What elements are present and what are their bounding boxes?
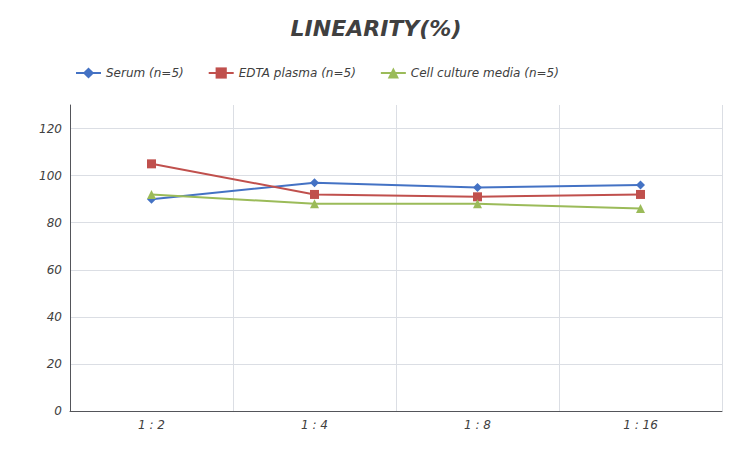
svg-text:120: 120 — [39, 122, 62, 136]
svg-text:1 : 4: 1 : 4 — [301, 418, 328, 432]
svg-text:100: 100 — [39, 169, 62, 183]
svg-text:0: 0 — [54, 404, 62, 418]
svg-text:1 : 2: 1 : 2 — [138, 418, 165, 432]
svg-text:EDTA plasma (n=5): EDTA plasma (n=5) — [239, 66, 356, 80]
svg-text:20: 20 — [47, 357, 63, 371]
svg-text:1 : 16: 1 : 16 — [623, 418, 658, 432]
svg-text:60: 60 — [47, 263, 63, 277]
svg-text:Cell culture media (n=5): Cell culture media (n=5) — [411, 66, 559, 80]
svg-text:LINEARITY(%): LINEARITY(%) — [291, 16, 462, 41]
svg-text:80: 80 — [47, 216, 63, 230]
svg-text:1 : 8: 1 : 8 — [464, 418, 491, 432]
svg-text:40: 40 — [47, 310, 63, 324]
svg-text:Serum (n=5): Serum (n=5) — [106, 66, 184, 80]
